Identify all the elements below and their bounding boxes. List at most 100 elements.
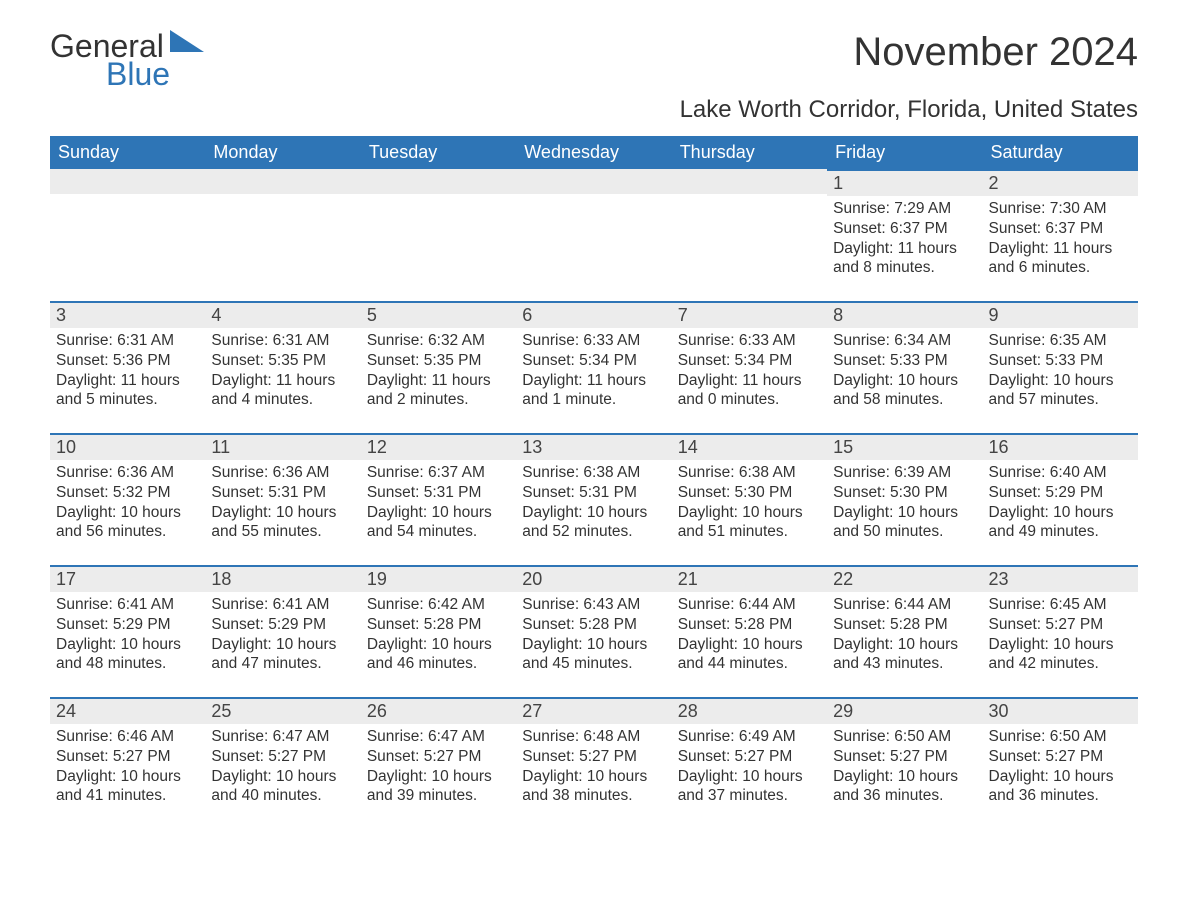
day-data: Sunrise: 6:50 AMSunset: 5:27 PMDaylight:…: [827, 724, 982, 812]
sunset-line: Sunset: 5:29 PM: [56, 615, 199, 635]
calendar-cell: 10Sunrise: 6:36 AMSunset: 5:32 PMDayligh…: [50, 433, 205, 565]
calendar-cell: 9Sunrise: 6:35 AMSunset: 5:33 PMDaylight…: [983, 301, 1138, 433]
daylight-line: Daylight: 10 hours and 47 minutes.: [211, 635, 354, 675]
daylight-line: Daylight: 10 hours and 40 minutes.: [211, 767, 354, 807]
sunrise-line: Sunrise: 6:38 AM: [522, 463, 665, 483]
sunset-line: Sunset: 6:37 PM: [833, 219, 976, 239]
day-data: Sunrise: 6:46 AMSunset: 5:27 PMDaylight:…: [50, 724, 205, 812]
sunset-line: Sunset: 5:27 PM: [367, 747, 510, 767]
calendar-cell: 12Sunrise: 6:37 AMSunset: 5:31 PMDayligh…: [361, 433, 516, 565]
calendar-cell: 25Sunrise: 6:47 AMSunset: 5:27 PMDayligh…: [205, 697, 360, 829]
day-number: 2: [983, 169, 1138, 196]
calendar-cell: 2Sunrise: 7:30 AMSunset: 6:37 PMDaylight…: [983, 169, 1138, 301]
day-number: 11: [205, 433, 360, 460]
calendar-cell: [672, 169, 827, 301]
sunrise-line: Sunrise: 6:33 AM: [678, 331, 821, 351]
empty-day-bar: [50, 169, 205, 194]
daylight-line: Daylight: 11 hours and 5 minutes.: [56, 371, 199, 411]
calendar-cell: 30Sunrise: 6:50 AMSunset: 5:27 PMDayligh…: [983, 697, 1138, 829]
day-data: Sunrise: 6:41 AMSunset: 5:29 PMDaylight:…: [205, 592, 360, 680]
sunrise-line: Sunrise: 7:29 AM: [833, 199, 976, 219]
sunset-line: Sunset: 5:32 PM: [56, 483, 199, 503]
sunset-line: Sunset: 5:28 PM: [678, 615, 821, 635]
sunrise-line: Sunrise: 6:35 AM: [989, 331, 1132, 351]
daylight-line: Daylight: 10 hours and 36 minutes.: [833, 767, 976, 807]
daylight-line: Daylight: 10 hours and 51 minutes.: [678, 503, 821, 543]
sunrise-line: Sunrise: 6:41 AM: [56, 595, 199, 615]
logo-text-block: General Blue: [50, 30, 204, 90]
daylight-line: Daylight: 10 hours and 54 minutes.: [367, 503, 510, 543]
day-number: 16: [983, 433, 1138, 460]
sunset-line: Sunset: 5:27 PM: [989, 747, 1132, 767]
day-data: Sunrise: 6:32 AMSunset: 5:35 PMDaylight:…: [361, 328, 516, 416]
daylight-line: Daylight: 10 hours and 45 minutes.: [522, 635, 665, 675]
calendar-cell: 3Sunrise: 6:31 AMSunset: 5:36 PMDaylight…: [50, 301, 205, 433]
calendar-cell: [50, 169, 205, 301]
day-data: Sunrise: 6:39 AMSunset: 5:30 PMDaylight:…: [827, 460, 982, 548]
calendar-cell: 1Sunrise: 7:29 AMSunset: 6:37 PMDaylight…: [827, 169, 982, 301]
sunset-line: Sunset: 5:30 PM: [833, 483, 976, 503]
day-data: Sunrise: 6:33 AMSunset: 5:34 PMDaylight:…: [672, 328, 827, 416]
sunrise-line: Sunrise: 6:47 AM: [367, 727, 510, 747]
daylight-line: Daylight: 10 hours and 37 minutes.: [678, 767, 821, 807]
calendar-cell: 17Sunrise: 6:41 AMSunset: 5:29 PMDayligh…: [50, 565, 205, 697]
day-number: 5: [361, 301, 516, 328]
calendar-week: 10Sunrise: 6:36 AMSunset: 5:32 PMDayligh…: [50, 433, 1138, 565]
day-number: 17: [50, 565, 205, 592]
daylight-line: Daylight: 11 hours and 4 minutes.: [211, 371, 354, 411]
sunset-line: Sunset: 5:30 PM: [678, 483, 821, 503]
sunrise-line: Sunrise: 6:42 AM: [367, 595, 510, 615]
calendar-cell: 21Sunrise: 6:44 AMSunset: 5:28 PMDayligh…: [672, 565, 827, 697]
sunset-line: Sunset: 5:29 PM: [989, 483, 1132, 503]
sunrise-line: Sunrise: 6:33 AM: [522, 331, 665, 351]
day-number: 4: [205, 301, 360, 328]
day-header: Friday: [827, 136, 982, 169]
sunset-line: Sunset: 5:36 PM: [56, 351, 199, 371]
day-number: 15: [827, 433, 982, 460]
day-data: Sunrise: 6:41 AMSunset: 5:29 PMDaylight:…: [50, 592, 205, 680]
calendar-cell: 19Sunrise: 6:42 AMSunset: 5:28 PMDayligh…: [361, 565, 516, 697]
sunrise-line: Sunrise: 6:47 AM: [211, 727, 354, 747]
day-number: 9: [983, 301, 1138, 328]
sunrise-line: Sunrise: 6:39 AM: [833, 463, 976, 483]
day-data: Sunrise: 6:35 AMSunset: 5:33 PMDaylight:…: [983, 328, 1138, 416]
day-data: Sunrise: 6:45 AMSunset: 5:27 PMDaylight:…: [983, 592, 1138, 680]
day-number: 19: [361, 565, 516, 592]
calendar-week: 17Sunrise: 6:41 AMSunset: 5:29 PMDayligh…: [50, 565, 1138, 697]
day-data: Sunrise: 6:33 AMSunset: 5:34 PMDaylight:…: [516, 328, 671, 416]
day-data: Sunrise: 6:44 AMSunset: 5:28 PMDaylight:…: [827, 592, 982, 680]
day-number: 21: [672, 565, 827, 592]
sunrise-line: Sunrise: 6:46 AM: [56, 727, 199, 747]
daylight-line: Daylight: 10 hours and 55 minutes.: [211, 503, 354, 543]
day-data: Sunrise: 6:42 AMSunset: 5:28 PMDaylight:…: [361, 592, 516, 680]
calendar-cell: 18Sunrise: 6:41 AMSunset: 5:29 PMDayligh…: [205, 565, 360, 697]
day-number: 18: [205, 565, 360, 592]
day-header: Wednesday: [516, 136, 671, 169]
day-number: 10: [50, 433, 205, 460]
sunset-line: Sunset: 5:28 PM: [367, 615, 510, 635]
sunset-line: Sunset: 5:28 PM: [833, 615, 976, 635]
sunset-line: Sunset: 5:34 PM: [678, 351, 821, 371]
day-header: Sunday: [50, 136, 205, 169]
sunset-line: Sunset: 6:37 PM: [989, 219, 1132, 239]
calendar-cell: 23Sunrise: 6:45 AMSunset: 5:27 PMDayligh…: [983, 565, 1138, 697]
daylight-line: Daylight: 10 hours and 42 minutes.: [989, 635, 1132, 675]
day-number: 20: [516, 565, 671, 592]
sunset-line: Sunset: 5:27 PM: [56, 747, 199, 767]
calendar-cell: 28Sunrise: 6:49 AMSunset: 5:27 PMDayligh…: [672, 697, 827, 829]
calendar-body: 1Sunrise: 7:29 AMSunset: 6:37 PMDaylight…: [50, 169, 1138, 829]
day-number: 12: [361, 433, 516, 460]
sunset-line: Sunset: 5:29 PM: [211, 615, 354, 635]
day-number: 29: [827, 697, 982, 724]
daylight-line: Daylight: 10 hours and 43 minutes.: [833, 635, 976, 675]
day-data: Sunrise: 6:36 AMSunset: 5:31 PMDaylight:…: [205, 460, 360, 548]
sunset-line: Sunset: 5:27 PM: [211, 747, 354, 767]
calendar-cell: 14Sunrise: 6:38 AMSunset: 5:30 PMDayligh…: [672, 433, 827, 565]
day-header: Saturday: [983, 136, 1138, 169]
daylight-line: Daylight: 11 hours and 6 minutes.: [989, 239, 1132, 279]
day-number: 26: [361, 697, 516, 724]
daylight-line: Daylight: 11 hours and 0 minutes.: [678, 371, 821, 411]
sunrise-line: Sunrise: 6:45 AM: [989, 595, 1132, 615]
calendar-cell: [205, 169, 360, 301]
day-header-row: SundayMondayTuesdayWednesdayThursdayFrid…: [50, 136, 1138, 169]
